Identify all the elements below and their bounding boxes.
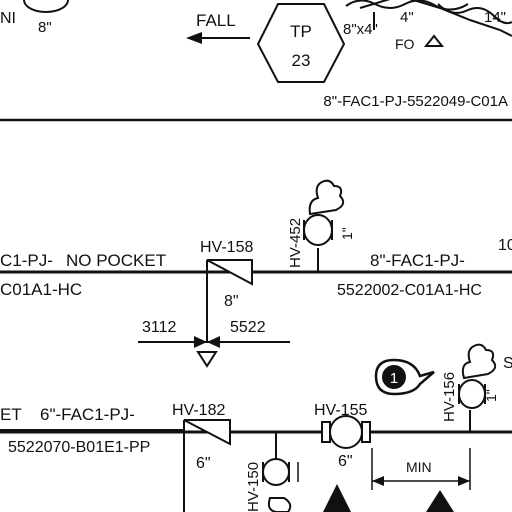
hv-156-vent-cloud-icon: [461, 343, 497, 380]
drain-funnel-symbol: [423, 34, 445, 47]
drawing-ref-arrow-left: [194, 336, 207, 348]
bottom-section: ET 6"-FAC1-PJ- 5522070-B01E1-PP HV-182 6…: [0, 343, 512, 512]
hv-156-tag: HV-156: [441, 372, 458, 422]
hv-158-tag: HV-158: [200, 239, 253, 256]
instrument-bubble-partial: [23, 0, 69, 13]
hv-155-flange-left: [321, 421, 331, 443]
bottom-line-number-part2: 5522070-B01E1-PP: [8, 439, 150, 456]
hv-156-size: 1": [483, 389, 499, 402]
left-line-number-part2: C01A1-HC: [0, 280, 82, 299]
hv-150-tag: HV-150: [245, 462, 262, 512]
size-4-label: 4": [400, 9, 414, 26]
partial-left-text: NI: [0, 10, 16, 27]
hv-158-size: 8": [224, 293, 239, 310]
flow-triangle-right: [426, 490, 454, 512]
fo-label: FO: [395, 36, 415, 52]
hv-155-size: 6": [338, 453, 353, 470]
hv-182-tag: HV-182: [172, 402, 225, 419]
hv-150-vent-cloud-icon: [267, 497, 292, 512]
min-dim-arrow-left: [372, 476, 384, 486]
flow-triangle-left: [323, 484, 351, 512]
hv-150-valve-body: [262, 458, 290, 486]
top-line-number: 8"-FAC1-PJ-5522049-C01A: [323, 93, 508, 110]
hv-155-valve-body: [329, 415, 363, 449]
tie-point-prefix: TP: [290, 22, 312, 41]
hv-182-size: 6": [196, 455, 211, 472]
partial-right-number: 10: [498, 237, 512, 254]
pipe-run-angled: [359, 0, 512, 37]
left-line-number-part1: C1-PJ-: [0, 251, 53, 270]
top-section: NI 8" FALL TP 23 8"x4" 4" 14" FO 8"-FAC1…: [0, 0, 512, 122]
pipe-insulation-squiggle-2: [437, 3, 512, 25]
hv-452-vent-cloud-icon: [308, 179, 345, 216]
hv-452-valve-body: [303, 214, 333, 246]
min-dim-arrow-right: [458, 476, 470, 486]
bottom-left-partial: ET: [0, 405, 22, 424]
drawing-ref-arrow-right: [207, 336, 220, 348]
reducer-sizes-label: 8"x4": [343, 21, 378, 38]
partial-s-label: S: [503, 355, 512, 372]
hv-452-size: 1": [339, 227, 355, 240]
callout-dot: [382, 365, 406, 389]
hv-156-valve-body: [458, 379, 486, 409]
hv-452-tag: HV-452: [287, 218, 304, 268]
hv-182-valve-body: [183, 419, 231, 446]
right-line-number-part2: 5522002-C01A1-HC: [337, 282, 482, 299]
tie-point-number: 23: [292, 51, 311, 70]
hv-155-tag: HV-155: [314, 402, 367, 419]
size-14-label: 14": [484, 9, 506, 26]
middle-section: C1-PJ- NO POCKET C01A1-HC HV-158 8" 3112…: [0, 179, 512, 368]
fall-arrow-head: [186, 32, 202, 44]
drain-funnel-symbol-mid: [196, 351, 218, 368]
drawing-ref-left: 3112: [142, 319, 177, 336]
fall-label: FALL: [196, 11, 236, 30]
hv-158-valve-body: [206, 259, 253, 286]
hv-155-flange-right: [361, 421, 371, 443]
tie-point-hexagon: [256, 3, 346, 83]
left-size-label: 8": [38, 19, 52, 36]
min-label: MIN: [406, 459, 432, 475]
drawing-ref-right: 5522: [230, 319, 266, 336]
no-pocket-note: NO POCKET: [66, 251, 166, 270]
bottom-line-number-part1: 6"-FAC1-PJ-: [40, 405, 135, 424]
right-line-number-part1: 8"-FAC1-PJ-: [370, 251, 465, 270]
callout-number: 1: [390, 370, 398, 387]
